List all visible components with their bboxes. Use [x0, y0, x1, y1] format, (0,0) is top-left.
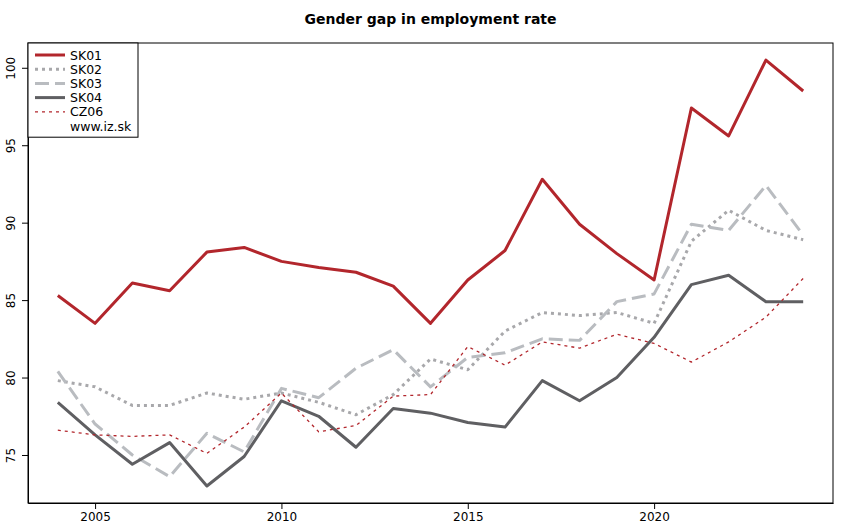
- legend-swatch: [35, 111, 65, 112]
- y-axis: 75 80 85 90 95 100: [4, 44, 29, 504]
- x-tick: 2020: [639, 503, 670, 524]
- x-tick-label: 2020: [639, 510, 670, 524]
- x-tick-mark: [95, 503, 96, 509]
- series-line: [58, 278, 803, 453]
- series-line: [58, 275, 803, 486]
- x-tick-mark: [468, 503, 469, 509]
- plot-area: [58, 60, 803, 486]
- y-tick: 85: [4, 293, 28, 308]
- y-tick: 80: [4, 370, 28, 385]
- y-tick: 90: [4, 216, 28, 231]
- y-tick-label: 80: [4, 370, 18, 385]
- y-tick-label: 75: [4, 448, 18, 463]
- legend-label: SK03: [70, 76, 102, 91]
- x-tick-mark: [654, 503, 655, 509]
- legend-label: CZ06: [70, 104, 103, 119]
- y-tick: 100: [4, 57, 28, 80]
- legend-label: SK01: [70, 48, 102, 63]
- legend: SK01SK02SK03SK04CZ06www.iz.sk: [28, 43, 138, 137]
- plot-frame: [28, 43, 833, 503]
- y-tick-mark: [22, 145, 28, 146]
- y-tick: 75: [4, 448, 28, 463]
- y-tick: 95: [4, 138, 28, 153]
- y-tick-label: 85: [4, 293, 18, 308]
- y-tick-mark: [22, 378, 28, 379]
- chart: Gender gap in employment rate 2005 2010 201…: [0, 0, 850, 532]
- y-tick-label: 95: [4, 138, 18, 153]
- legend-swatch: [35, 54, 65, 57]
- y-tick-label: 90: [4, 216, 18, 231]
- series-line: [58, 185, 803, 476]
- legend-swatch: [35, 82, 65, 85]
- legend-label: SK02: [70, 62, 102, 77]
- series-line: [58, 210, 803, 414]
- legend-swatch: [35, 68, 65, 71]
- legend-label: SK04: [70, 90, 102, 105]
- source-label: www.iz.sk: [70, 119, 132, 134]
- x-axis: 2005 2010 2015 2020: [29, 503, 834, 524]
- x-tick-mark: [281, 503, 282, 509]
- x-tick-label: 2010: [267, 510, 298, 524]
- y-tick-mark: [22, 300, 28, 301]
- x-tick: 2005: [80, 503, 111, 524]
- y-tick-mark: [22, 68, 28, 69]
- x-tick: 2015: [453, 503, 484, 524]
- legend-box: [28, 43, 138, 137]
- x-tick-label: 2005: [80, 510, 111, 524]
- title: Gender gap in employment rate: [304, 11, 556, 27]
- y-tick-label: 100: [4, 57, 18, 80]
- y-tick-mark: [22, 455, 28, 456]
- x-tick: 2010: [267, 503, 298, 524]
- x-tick-label: 2015: [453, 510, 484, 524]
- legend-swatch: [35, 96, 65, 99]
- y-tick-mark: [22, 223, 28, 224]
